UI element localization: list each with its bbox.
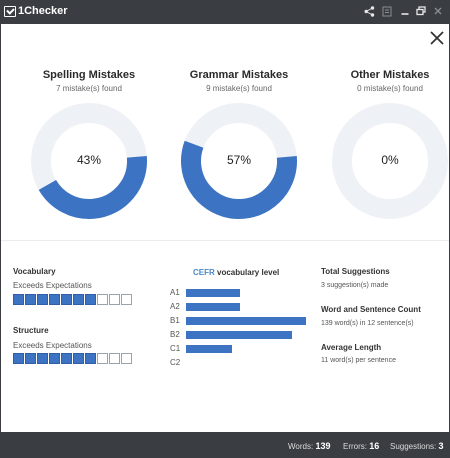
spelling-donut (31, 103, 147, 219)
words-value: 139 (315, 441, 331, 451)
errors-value: 16 (369, 441, 380, 451)
vocabulary-title: Vocabulary (13, 267, 56, 276)
vocabulary-block (25, 294, 36, 305)
suggestions-label: Suggestions: (390, 442, 437, 451)
structure-block (61, 353, 72, 364)
cefr-label: A1 (170, 288, 180, 297)
share-icon[interactable] (362, 4, 376, 18)
cefr-label: C1 (170, 344, 181, 353)
word-sentence-value: 139 word(s) in 12 sentence(s) (321, 320, 414, 327)
grammar-subtitle: 9 mistake(s) found (206, 84, 272, 93)
grammar-title: Grammar Mistakes (189, 69, 289, 81)
structure-block (13, 353, 24, 364)
title-bar: 1Checker (0, 0, 450, 24)
status-bar: Words: 139 Errors: 16 Suggestions: 3 (0, 432, 450, 458)
notes-icon[interactable] (380, 4, 394, 18)
words-count: Words: 139 (288, 441, 330, 451)
structure-block (109, 353, 120, 364)
words-label: Words: (288, 442, 314, 451)
spelling-title: Spelling Mistakes (42, 69, 136, 81)
suggestions-count: Suggestions: 3 (390, 441, 444, 451)
cefr-bar (186, 303, 240, 311)
errors-count: Errors: 16 (343, 441, 379, 451)
cefr-bar (186, 289, 240, 297)
other-donut (332, 103, 448, 219)
structure-level: Exceeds Expectations (13, 341, 92, 350)
vocabulary-block (49, 294, 60, 305)
vocabulary-meter (13, 294, 132, 305)
cefr-label: A2 (170, 302, 180, 311)
app-title: 1Checker (18, 5, 68, 17)
app-logo-icon (4, 6, 16, 17)
vocabulary-block (73, 294, 84, 305)
vocabulary-block (61, 294, 72, 305)
average-length-title: Average Length (321, 343, 382, 352)
close-icon[interactable] (428, 29, 446, 47)
structure-block (73, 353, 84, 364)
structure-title: Structure (13, 326, 49, 335)
close-icon[interactable] (431, 4, 445, 18)
suggestions-value: 3 (438, 441, 444, 451)
vocabulary-block (37, 294, 48, 305)
structure-block (25, 353, 36, 364)
total-suggestions-title: Total Suggestions (321, 267, 390, 276)
vocabulary-block (13, 294, 24, 305)
structure-block (85, 353, 96, 364)
cefr-label: B2 (170, 330, 180, 339)
restore-icon[interactable] (414, 4, 428, 18)
report-panel (1, 24, 449, 432)
vocabulary-level: Exceeds Expectations (13, 281, 92, 290)
structure-block (37, 353, 48, 364)
cefr-heading-accent: CEFR (193, 268, 215, 277)
structure-block (97, 353, 108, 364)
cefr-label: C2 (170, 358, 181, 367)
errors-label: Errors: (343, 442, 367, 451)
structure-block (49, 353, 60, 364)
grammar-donut (181, 103, 297, 219)
spelling-percent: 43% (76, 153, 102, 167)
average-length-value: 11 word(s) per sentence (321, 357, 396, 364)
other-percent: 0% (381, 153, 399, 167)
spelling-subtitle: 7 mistake(s) found (56, 84, 122, 93)
cefr-bar (186, 331, 292, 339)
other-subtitle: 0 mistake(s) found (357, 84, 423, 93)
section-divider (1, 240, 449, 241)
total-suggestions-value: 3 suggestion(s) made (321, 282, 389, 289)
cefr-heading: CEFR vocabulary level (193, 268, 279, 277)
other-title: Other Mistakes (350, 69, 430, 81)
vocabulary-block (97, 294, 108, 305)
cefr-bar (186, 345, 232, 353)
vocabulary-block (85, 294, 96, 305)
structure-meter (13, 353, 132, 364)
vocabulary-block (121, 294, 132, 305)
grammar-percent: 57% (226, 153, 252, 167)
cefr-label: B1 (170, 316, 180, 325)
word-sentence-title: Word and Sentence Count (321, 305, 421, 314)
vocabulary-block (109, 294, 120, 305)
minimize-icon[interactable] (398, 4, 412, 18)
structure-block (121, 353, 132, 364)
cefr-heading-rest: vocabulary level (217, 268, 280, 277)
cefr-bar (186, 317, 306, 325)
